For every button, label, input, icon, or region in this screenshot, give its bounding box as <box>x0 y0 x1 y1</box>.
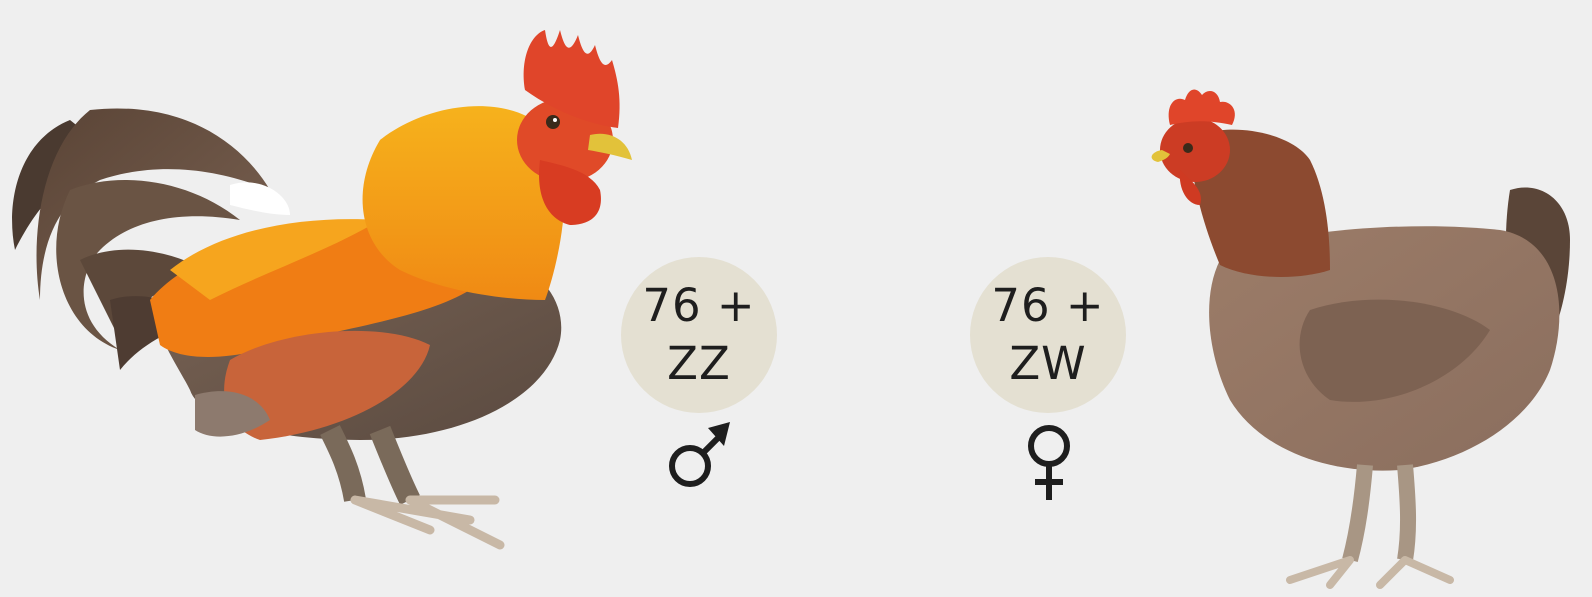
rooster-illustration <box>12 30 632 550</box>
male-symbol-icon <box>669 422 730 487</box>
female-symbol-icon <box>1028 425 1070 500</box>
male-chromosome-badge: 76 + ZZ <box>621 257 777 413</box>
hen-illustration <box>1151 89 1570 589</box>
female-chromosome-count: 76 + <box>991 279 1105 332</box>
male-chromosome-count: 76 + <box>642 279 756 332</box>
male-sex-chromosomes: ZZ <box>667 337 731 390</box>
female-chromosome-badge: 76 + ZW <box>970 257 1126 413</box>
female-sex-chromosomes: ZW <box>1009 337 1087 390</box>
